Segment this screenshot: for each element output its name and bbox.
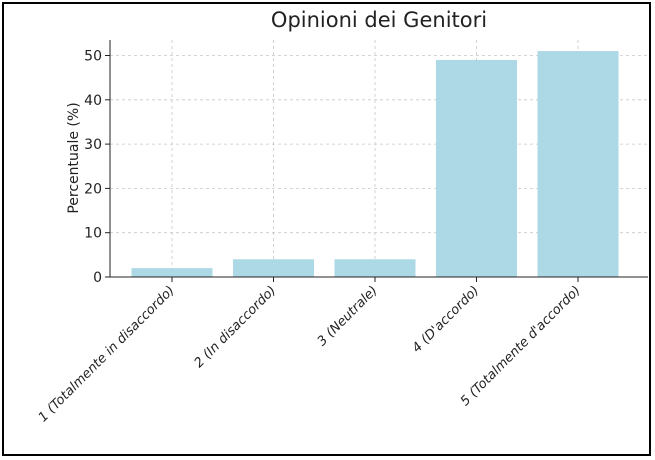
bar-2 — [233, 259, 314, 277]
x-tick-label: 3 (Neutrale) — [315, 283, 381, 349]
bars — [131, 51, 619, 278]
y-tick-label: 0 — [93, 270, 102, 286]
bar-5 — [537, 51, 619, 277]
y-tick-label: 30 — [84, 137, 102, 153]
y-tick-label: 50 — [84, 49, 102, 65]
bar-1 — [131, 268, 213, 277]
y-ticks: 0 10 20 30 40 50 — [84, 49, 110, 286]
y-axis-label: Percentuale (%) — [66, 102, 82, 213]
chart-title: Opinioni dei Genitori — [271, 8, 487, 32]
x-tick-label: 5 (Totalmente d'accordo) — [458, 283, 584, 409]
bar-4 — [436, 59, 517, 278]
x-tick-label: 4 (D'accordo) — [410, 283, 483, 356]
x-ticks: 1 (Totalmente in disaccordo) 2 (In disacc… — [36, 277, 584, 425]
bar-3 — [334, 259, 416, 277]
x-tick-label: 2 (In disaccordo) — [192, 283, 280, 371]
y-tick-label: 40 — [84, 93, 102, 109]
y-tick-label: 10 — [84, 226, 102, 242]
y-tick-label: 20 — [84, 181, 102, 197]
x-tick-label: 1 (Totalmente in disaccordo) — [36, 283, 178, 425]
